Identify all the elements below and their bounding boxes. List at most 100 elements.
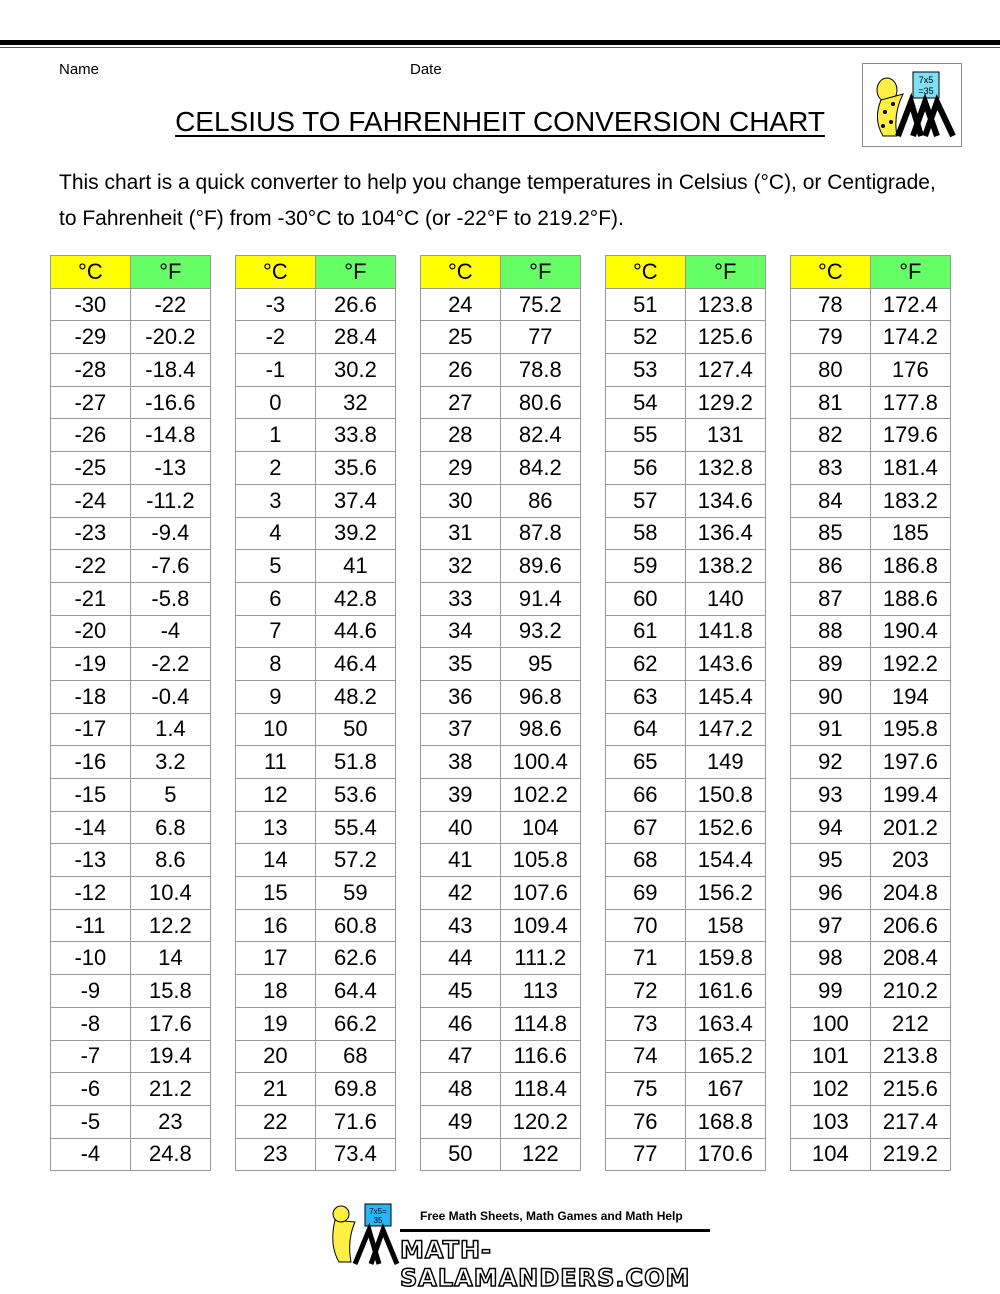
fahrenheit-cell: 33.8 (314, 418, 397, 453)
fahrenheit-cell: 210.2 (869, 974, 952, 1008)
table-header-row: °C °F (790, 255, 952, 289)
celsius-cell: -1 (235, 353, 316, 387)
table-row: 84 183.2 (790, 483, 952, 518)
fahrenheit-cell: 116.6 (499, 1039, 582, 1074)
celsius-cell: 96 (790, 876, 871, 910)
fahrenheit-cell: 28.4 (314, 320, 397, 355)
table-row: 57 134.6 (605, 483, 767, 518)
fahrenheit-cell: 107.6 (499, 876, 582, 910)
celsius-cell: -17 (50, 712, 131, 747)
table-row: 47 116.6 (420, 1039, 582, 1074)
table-row: 95 203 (790, 843, 952, 878)
table-row: 86 186.8 (790, 549, 952, 583)
fahrenheit-cell: 39.2 (314, 516, 397, 551)
celsius-cell: 103 (790, 1104, 871, 1139)
table-row: 28 82.4 (420, 418, 582, 453)
fahrenheit-cell: 46.4 (314, 647, 397, 681)
celsius-cell: 78 (790, 287, 871, 322)
fahrenheit-cell: 194 (869, 679, 952, 714)
fahrenheit-cell: 98.6 (499, 712, 582, 747)
celsius-cell: 15 (235, 876, 316, 910)
table-row: 26 78.8 (420, 353, 582, 387)
celsius-cell: -4 (50, 1137, 131, 1172)
fahrenheit-cell: 176 (869, 353, 952, 387)
table-row: 20 68 (235, 1039, 397, 1074)
table-row: 46 114.8 (420, 1006, 582, 1041)
fahrenheit-cell: 89.6 (499, 549, 582, 583)
conversion-table-1: °C °F -30 -22 -29 -20.2 -28 -18.4 -27 -16.6 -26 -14… (50, 255, 212, 1172)
fahrenheit-cell: 1.4 (129, 712, 212, 747)
fahrenheit-cell: 204.8 (869, 876, 952, 910)
table-row: 62 143.6 (605, 647, 767, 681)
celsius-cell: 92 (790, 745, 871, 779)
celsius-cell: 45 (420, 974, 501, 1008)
fahrenheit-cell: 161.6 (684, 974, 767, 1008)
celsius-cell: 70 (605, 908, 686, 943)
fahrenheit-cell: 14 (129, 941, 212, 976)
table-row: 85 185 (790, 516, 952, 551)
fahrenheit-cell: 199.4 (869, 778, 952, 812)
fahrenheit-cell: 188.6 (869, 581, 952, 616)
fahrenheit-cell: 208.4 (869, 941, 952, 976)
table-row: 30 86 (420, 483, 582, 518)
table-row: 4 39.2 (235, 516, 397, 551)
celsius-cell: 64 (605, 712, 686, 747)
celsius-cell: -20 (50, 614, 131, 649)
celsius-cell: 47 (420, 1039, 501, 1074)
fahrenheit-cell: 10.4 (129, 876, 212, 910)
celsius-cell: 3 (235, 483, 316, 518)
fahrenheit-cell: 60.8 (314, 908, 397, 943)
table-row: -21 -5.8 (50, 581, 212, 616)
celsius-cell: 101 (790, 1039, 871, 1074)
fahrenheit-cell: 55.4 (314, 810, 397, 845)
intro-text: This chart is a quick converter to help … (59, 171, 936, 230)
table-row: -20 -4 (50, 614, 212, 649)
celsius-cell: 7 (235, 614, 316, 649)
celsius-cell: 59 (605, 549, 686, 583)
fahrenheit-cell: 51.8 (314, 745, 397, 779)
fahrenheit-cell: 185 (869, 516, 952, 551)
fahrenheit-cell: 3.2 (129, 745, 212, 779)
table-row: 67 152.6 (605, 810, 767, 845)
fahrenheit-cell: 44.6 (314, 614, 397, 649)
table-row: -23 -9.4 (50, 516, 212, 551)
fahrenheit-cell: 203 (869, 843, 952, 878)
celsius-cell: 79 (790, 320, 871, 355)
table-row: 42 107.6 (420, 876, 582, 910)
table-row: 34 93.2 (420, 614, 582, 649)
table-row: 17 62.6 (235, 941, 397, 976)
table-row: 87 188.6 (790, 581, 952, 616)
celsius-header: °C (790, 255, 871, 289)
fahrenheit-cell: 26.6 (314, 287, 397, 322)
table-row: 76 168.8 (605, 1104, 767, 1139)
fahrenheit-cell: 156.2 (684, 876, 767, 910)
fahrenheit-cell: 15.8 (129, 974, 212, 1008)
celsius-cell: 13 (235, 810, 316, 845)
celsius-cell: 46 (420, 1006, 501, 1041)
fahrenheit-cell: 82.4 (499, 418, 582, 453)
table-row: -30 -22 (50, 287, 212, 322)
fahrenheit-cell: 84.2 (499, 451, 582, 485)
fahrenheit-cell: 206.6 (869, 908, 952, 943)
table-row: 0 32 (235, 385, 397, 420)
celsius-cell: 41 (420, 843, 501, 878)
table-row: 12 53.6 (235, 778, 397, 812)
fahrenheit-cell: 100.4 (499, 745, 582, 779)
table-row: 72 161.6 (605, 974, 767, 1008)
fahrenheit-cell: 134.6 (684, 483, 767, 518)
table-row: 97 206.6 (790, 908, 952, 943)
fahrenheit-cell: 212 (869, 1006, 952, 1041)
celsius-cell: 61 (605, 614, 686, 649)
table-row: 99 210.2 (790, 974, 952, 1008)
table-row: 92 197.6 (790, 745, 952, 779)
celsius-cell: 60 (605, 581, 686, 616)
celsius-cell: 16 (235, 908, 316, 943)
svg-text:=35: =35 (918, 86, 933, 96)
fahrenheit-cell: 73.4 (314, 1137, 397, 1172)
table-row: 33 91.4 (420, 581, 582, 616)
table-row: 94 201.2 (790, 810, 952, 845)
celsius-cell: 97 (790, 908, 871, 943)
table-row: 52 125.6 (605, 320, 767, 355)
celsius-cell: -11 (50, 908, 131, 943)
table-row: 49 120.2 (420, 1104, 582, 1139)
